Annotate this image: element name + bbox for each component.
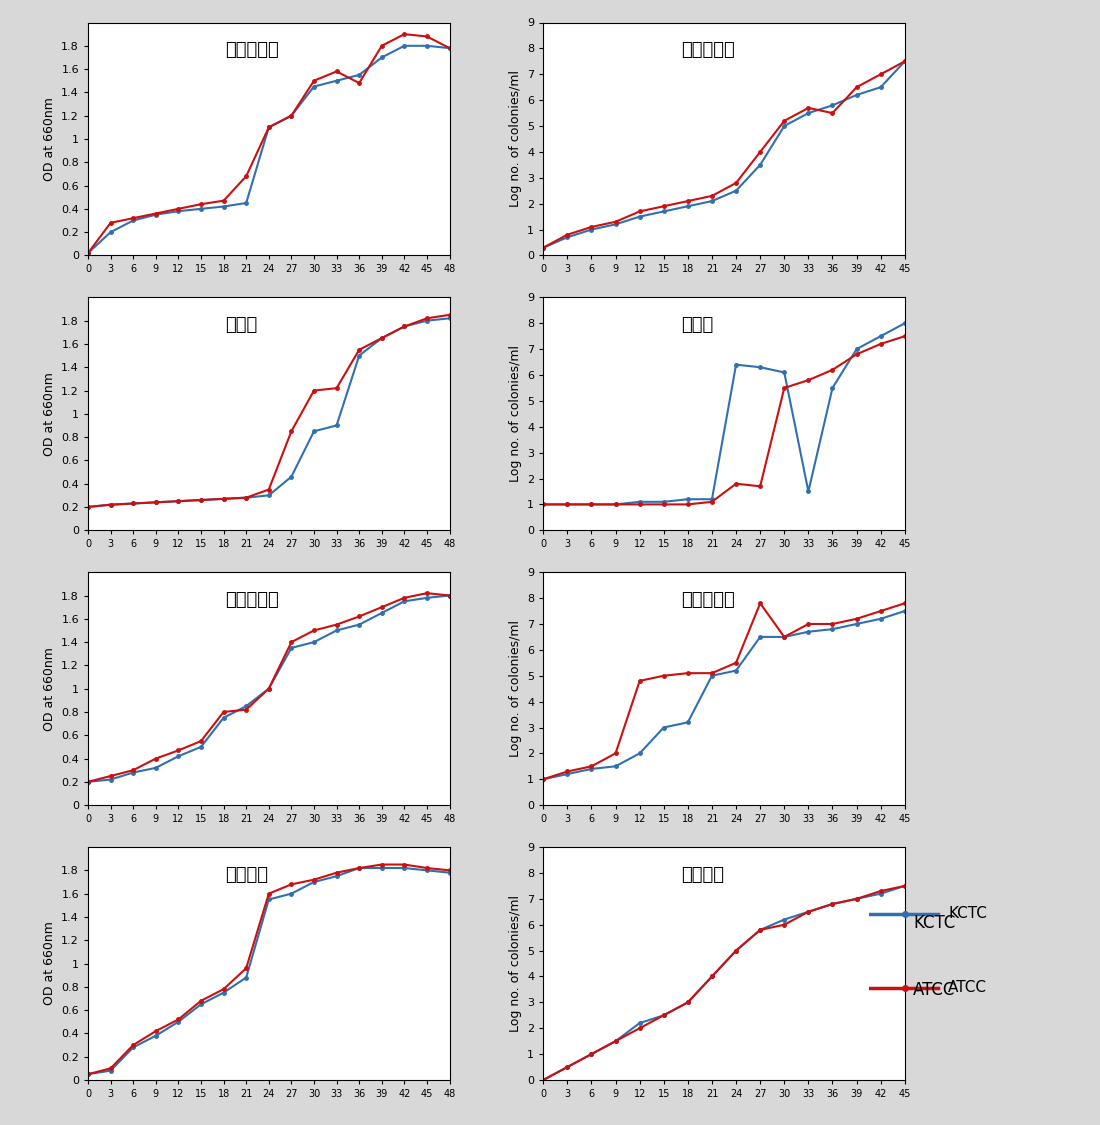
Y-axis label: Log no. of colonies/ml: Log no. of colonies/ml [508,71,521,207]
Text: 칸디다균: 칸디다균 [226,866,268,884]
Text: 세라티아균: 세라티아균 [226,591,279,609]
Y-axis label: Log no. of colonies/ml: Log no. of colonies/ml [508,896,521,1032]
Text: 칸디다균: 칸디다균 [681,866,724,884]
Text: ATCC: ATCC [913,981,956,999]
Text: 녹농균: 녹농균 [226,316,257,334]
Y-axis label: Log no. of colonies/ml: Log no. of colonies/ml [508,620,521,757]
Text: ATCC: ATCC [948,980,987,996]
Y-axis label: OD at 660nm: OD at 660nm [43,97,56,181]
Text: KCTC: KCTC [913,914,955,932]
Y-axis label: OD at 660nm: OD at 660nm [43,372,56,456]
Text: KCTC: KCTC [948,906,987,921]
Text: 포도상구균: 포도상구균 [226,42,279,60]
Text: 세라티아균: 세라티아균 [681,591,735,609]
Text: 녹농균: 녹농균 [681,316,713,334]
Y-axis label: OD at 660nm: OD at 660nm [43,647,56,730]
Text: 포도상구균: 포도상구균 [681,42,735,60]
Y-axis label: Log no. of colonies/ml: Log no. of colonies/ml [508,345,521,483]
Y-axis label: OD at 660nm: OD at 660nm [43,921,56,1006]
